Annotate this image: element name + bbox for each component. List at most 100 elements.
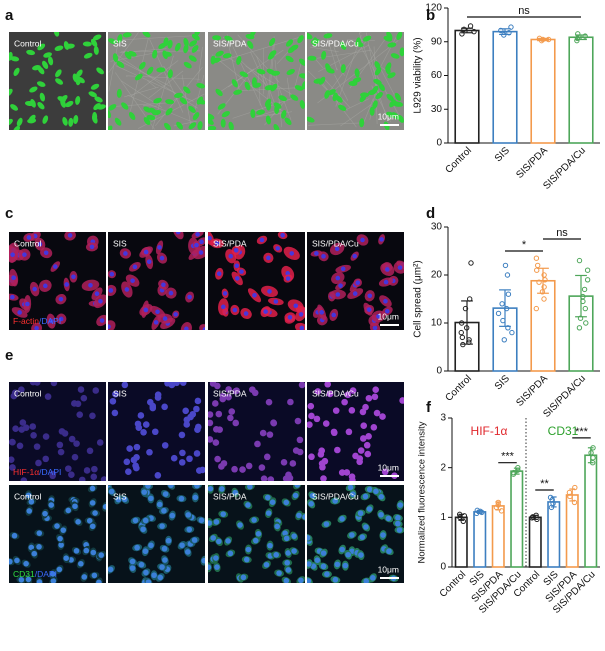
image-label: SIS [113, 238, 127, 248]
nucleus [276, 570, 282, 576]
bar [568, 36, 594, 144]
nucleus [86, 447, 94, 455]
nucleus [343, 469, 351, 476]
nucleus [53, 264, 58, 269]
cell [354, 68, 360, 78]
nucleus [252, 292, 257, 298]
nucleus [214, 382, 221, 390]
micrograph [307, 32, 404, 130]
texture [310, 46, 339, 53]
nucleus [350, 491, 356, 497]
nucleus [331, 312, 337, 318]
nucleus [183, 421, 191, 428]
nucleus [308, 412, 315, 420]
cell [299, 58, 305, 66]
nucleus [352, 291, 358, 296]
nucleus [225, 386, 232, 393]
nucleus [332, 407, 340, 414]
nucleus [72, 503, 78, 510]
texture [163, 65, 186, 98]
cell [108, 38, 117, 45]
nucleus [50, 578, 57, 583]
x-tick-label: Control [443, 145, 474, 176]
nucleus [214, 455, 221, 463]
data-point [536, 35, 543, 42]
nucleus [129, 558, 136, 565]
cell [156, 67, 166, 73]
nucleus [371, 393, 379, 401]
cell [212, 57, 221, 63]
nucleus [11, 532, 18, 539]
panel-letter: d [426, 205, 435, 222]
stain-part: /DAPI [39, 316, 61, 326]
data-point [536, 279, 542, 285]
nucleus [227, 414, 234, 422]
nucleus [161, 507, 167, 514]
bar [530, 38, 556, 144]
data-point [460, 341, 466, 348]
image-label: Control [14, 491, 42, 501]
nucleus [34, 325, 39, 330]
cell [287, 46, 296, 54]
cell [247, 40, 254, 49]
nucleus [234, 276, 240, 281]
data-point [590, 445, 596, 451]
nucleus [308, 453, 315, 461]
y-tick-label: 60 [431, 70, 443, 81]
cell [42, 115, 49, 124]
nucleus [192, 494, 199, 501]
bar [491, 505, 505, 568]
nucleus [108, 288, 114, 293]
texture [334, 74, 349, 101]
stain-part: /DAPI [39, 467, 61, 477]
bar [510, 470, 524, 568]
nucleus [307, 578, 312, 583]
nucleus [154, 472, 162, 479]
micrograph [9, 232, 106, 330]
nucleus [221, 304, 226, 310]
cell [250, 32, 257, 37]
cell [174, 42, 181, 52]
nucleus [16, 442, 24, 450]
nucleus [266, 255, 271, 261]
texture [367, 44, 397, 99]
cell [92, 34, 102, 41]
cell [143, 117, 151, 125]
nucleus [9, 438, 16, 446]
nucleus [251, 389, 259, 397]
nucleus [274, 523, 281, 530]
data-point [574, 37, 580, 44]
micrograph [108, 32, 205, 130]
nucleus [142, 517, 149, 524]
cell [128, 112, 136, 121]
nucleus [148, 542, 154, 549]
nucleus [37, 241, 43, 247]
data-point [588, 450, 594, 456]
nucleus [263, 561, 270, 568]
y-tick-label: 0 [436, 366, 442, 377]
nucleus [247, 485, 253, 490]
y-tick-label: 0 [436, 138, 442, 149]
nucleus [57, 448, 65, 456]
nucleus [339, 515, 345, 522]
cell [26, 49, 36, 56]
nucleus [179, 542, 185, 549]
cell [307, 32, 313, 40]
micrograph [108, 382, 205, 481]
data-point [533, 255, 540, 261]
nucleus [293, 303, 299, 309]
cell [372, 100, 378, 109]
nucleus [366, 506, 373, 512]
nucleus [56, 441, 64, 449]
micrograph [9, 32, 106, 130]
cell [37, 66, 45, 75]
nucleus [378, 493, 385, 500]
cell [93, 103, 101, 111]
nucleus [22, 424, 30, 431]
cell [294, 85, 304, 91]
cell [121, 102, 129, 110]
nucleus [57, 535, 63, 542]
cell [55, 78, 64, 85]
nucleus [201, 557, 205, 564]
nucleus [213, 519, 220, 525]
